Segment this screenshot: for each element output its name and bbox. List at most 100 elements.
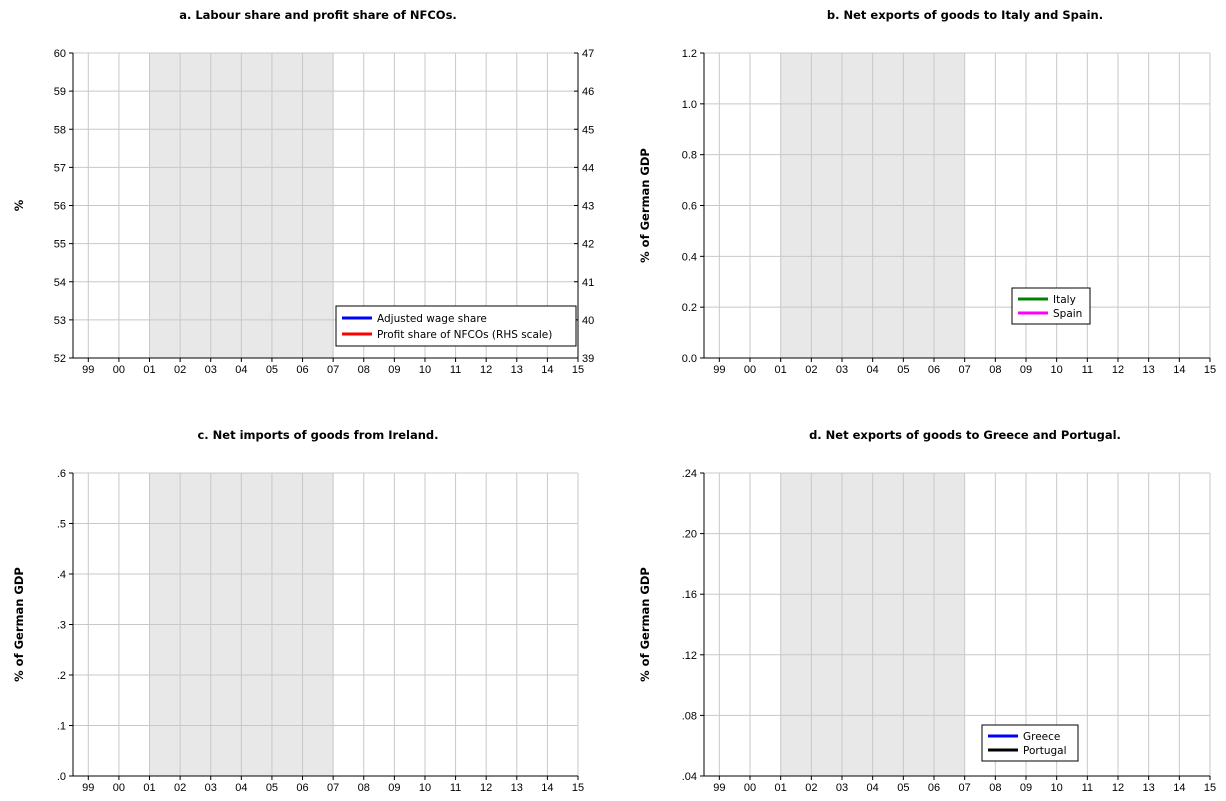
x-tick-label: 06 xyxy=(928,782,940,794)
y-axis-label: % of German GDP xyxy=(638,567,652,682)
x-tick-label: 13 xyxy=(511,364,523,376)
x-tick-label: 11 xyxy=(1082,364,1093,376)
x-tick-label: 11 xyxy=(450,364,461,376)
chart-title: a. Labour share and profit share of NFCO… xyxy=(179,8,457,22)
x-tick-label: 15 xyxy=(572,782,584,794)
y-tick-label: 0.2 xyxy=(682,302,697,314)
x-tick-label: 09 xyxy=(388,364,400,376)
y-tick-label: .16 xyxy=(682,589,697,601)
legend-label: Portugal xyxy=(1023,745,1067,757)
y-tick-label: 1.0 xyxy=(682,99,697,111)
chart-title: d. Net exports of goods to Greece and Po… xyxy=(809,428,1121,442)
x-tick-label: 99 xyxy=(82,364,94,376)
x-tick-label: 12 xyxy=(1112,364,1124,376)
legend-label: Italy xyxy=(1053,294,1076,306)
y-tick-label: 56 xyxy=(54,201,66,213)
x-tick-label: 99 xyxy=(82,782,94,794)
y-tick-label: 53 xyxy=(54,315,66,327)
x-tick-label: 15 xyxy=(1204,782,1216,794)
y-tick-label: 0.6 xyxy=(682,201,697,213)
chart-title: c. Net imports of goods from Ireland. xyxy=(197,428,438,442)
y2-tick-label: 44 xyxy=(582,162,594,174)
x-tick-label: 05 xyxy=(266,782,278,794)
x-tick-label: 02 xyxy=(174,782,186,794)
x-tick-label: 07 xyxy=(959,782,971,794)
x-tick-label: 04 xyxy=(867,782,879,794)
y-tick-label: .2 xyxy=(57,670,66,682)
legend-label: Greece xyxy=(1023,731,1060,743)
x-tick-label: 05 xyxy=(266,364,278,376)
x-tick-label: 03 xyxy=(205,782,217,794)
x-tick-label: 01 xyxy=(775,782,787,794)
y2-tick-label: 39 xyxy=(582,353,594,365)
x-tick-label: 12 xyxy=(480,364,492,376)
legend-box xyxy=(1011,287,1091,325)
x-tick-label: 10 xyxy=(419,782,431,794)
y-tick-label: .04 xyxy=(682,771,697,783)
y-tick-label: 60 xyxy=(54,48,66,60)
x-tick-label: 00 xyxy=(113,364,125,376)
y-tick-label: 0.4 xyxy=(682,251,697,263)
y2-tick-label: 40 xyxy=(582,315,594,327)
x-tick-label: 15 xyxy=(1204,364,1216,376)
x-tick-label: 00 xyxy=(744,364,756,376)
chart-panel-a: 52 53 54 55 56 57 58 59 60 39 40 41 42 43 44 45 46 47 99 00… xyxy=(12,8,594,376)
x-tick-label: 09 xyxy=(1020,782,1032,794)
x-tick-label: 12 xyxy=(480,782,492,794)
legend: Adjusted wage share Profit share of NFCOs… xyxy=(335,305,577,347)
x-tick-label: 00 xyxy=(744,782,756,794)
x-tick-label: 06 xyxy=(296,782,308,794)
y2-tick-label: 42 xyxy=(582,239,594,251)
x-tick-label: 06 xyxy=(296,364,308,376)
y2-tick-label: 46 xyxy=(582,86,594,98)
x-tick-label: 07 xyxy=(327,364,339,376)
y-axis-label: % xyxy=(12,199,26,211)
y-tick-label: .3 xyxy=(57,620,66,632)
y-axis-label: % of German GDP xyxy=(638,148,652,263)
y-tick-label: 59 xyxy=(54,86,66,98)
chart-panel-b: 0.0 0.2 0.4 0.6 0.8 1.0 1.2 99 00 01 02 03 04 05 06 07 0… xyxy=(638,8,1216,376)
x-tick-label: 04 xyxy=(235,364,247,376)
y2-tick-label: 47 xyxy=(582,48,594,60)
x-tick-label: 01 xyxy=(143,782,155,794)
x-tick-label: 03 xyxy=(205,364,217,376)
x-tick-label: 14 xyxy=(541,364,553,376)
x-tick-label: 09 xyxy=(388,782,400,794)
x-tick-label: 07 xyxy=(959,364,971,376)
y-tick-label: .20 xyxy=(682,529,697,541)
y-tick-label: 57 xyxy=(54,162,66,174)
x-tick-label: 05 xyxy=(897,364,909,376)
x-tick-label: 02 xyxy=(174,364,186,376)
x-tick-label: 99 xyxy=(713,364,725,376)
chart-panel-d: .04 .08 .12 .16 .20 .24 99 00 01 02 03 04 05 06 07 08 09… xyxy=(638,428,1216,794)
legend: Greece Portugal xyxy=(981,724,1079,762)
x-tick-label: 08 xyxy=(989,782,1001,794)
x-tick-label: 05 xyxy=(897,782,909,794)
legend-box xyxy=(335,305,577,347)
x-tick-label: 08 xyxy=(989,364,1001,376)
x-tick-label: 14 xyxy=(541,782,553,794)
x-tick-label: 10 xyxy=(1051,782,1063,794)
x-tick-label: 13 xyxy=(1143,364,1155,376)
x-tick-label: 00 xyxy=(113,782,125,794)
y-tick-label: .1 xyxy=(57,721,66,733)
y2-tick-label: 43 xyxy=(582,201,594,213)
y2-tick-label: 41 xyxy=(582,277,594,289)
x-tick-label: 09 xyxy=(1020,364,1032,376)
x-tick-label: 12 xyxy=(1112,782,1124,794)
legend-label: Spain xyxy=(1053,308,1082,320)
y-tick-label: .08 xyxy=(682,710,697,722)
y-axis-label: % of German GDP xyxy=(12,567,26,682)
y-tick-label: .6 xyxy=(57,468,66,480)
x-tick-label: 08 xyxy=(358,364,370,376)
y-tick-label: 55 xyxy=(54,239,66,251)
x-tick-label: 14 xyxy=(1173,364,1185,376)
y-tick-label: .4 xyxy=(57,569,66,581)
y-tick-label: 1.2 xyxy=(682,48,697,60)
y2-tick-label: 45 xyxy=(582,124,594,136)
x-tick-label: 13 xyxy=(1143,782,1155,794)
x-tick-label: 01 xyxy=(775,364,787,376)
chart-panel-c: .0 .1 .2 .3 .4 .5 .6 99 00 01 02 03 04 05 06 07 08 09 10 11… xyxy=(12,428,584,794)
y-tick-label: .0 xyxy=(57,771,66,783)
